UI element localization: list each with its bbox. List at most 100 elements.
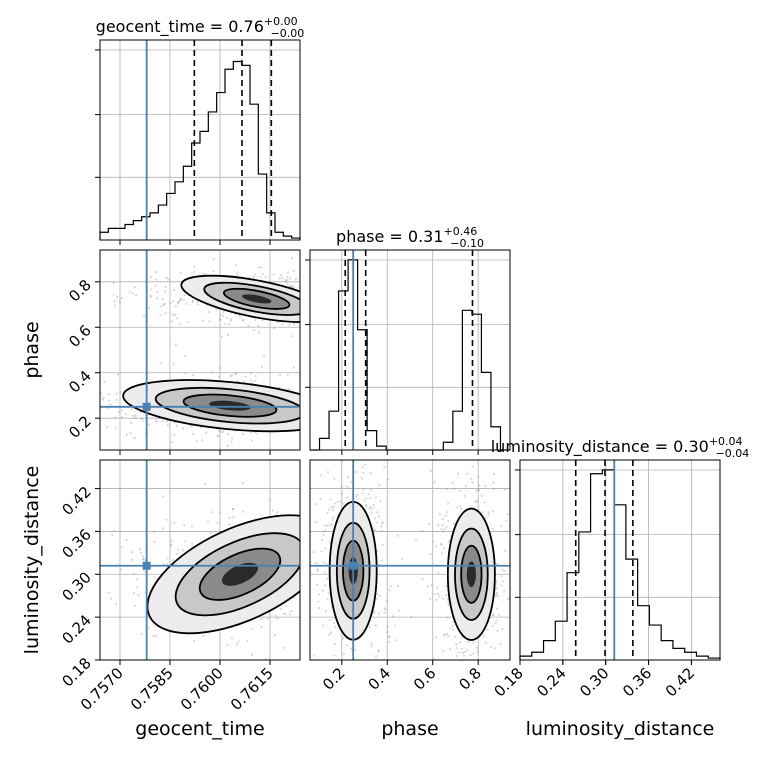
- sample-point: [445, 525, 448, 528]
- sample-point: [190, 525, 194, 528]
- sample-point: [306, 619, 308, 621]
- sample-point: [181, 549, 185, 552]
- sample-point: [179, 298, 183, 302]
- sample-point: [404, 567, 406, 569]
- sample-point: [386, 626, 389, 629]
- sample-point: [313, 554, 315, 556]
- sample-point: [303, 403, 305, 405]
- sample-point: [330, 312, 332, 314]
- sample-point: [161, 527, 165, 530]
- sample-point: [324, 524, 327, 527]
- sample-point: [335, 301, 337, 303]
- sample-point: [103, 380, 106, 384]
- sample-point: [266, 504, 268, 506]
- sample-point: [128, 290, 131, 293]
- sample-point: [303, 425, 305, 427]
- sample-point: [464, 485, 467, 488]
- sample-point: [311, 559, 313, 561]
- sample-point: [230, 440, 233, 443]
- sample-point: [269, 498, 272, 501]
- sample-point: [316, 568, 319, 571]
- sample-point: [244, 375, 247, 378]
- sample-point: [293, 286, 296, 289]
- sample-point: [204, 431, 208, 434]
- contour-line-0-0: [180, 274, 300, 323]
- sample-point: [444, 593, 448, 597]
- sample-point: [374, 655, 378, 658]
- sample-point: [315, 606, 317, 608]
- sample-point: [106, 407, 109, 410]
- sample-point: [279, 607, 283, 611]
- sample-point: [192, 639, 196, 642]
- sample-point: [58, 416, 60, 418]
- sample-point: [149, 295, 152, 299]
- sample-point: [377, 649, 380, 652]
- sample-point: [170, 539, 173, 542]
- sample-point: [108, 403, 112, 406]
- sample-point: [312, 389, 314, 391]
- sample-point: [433, 593, 436, 596]
- sample-point: [486, 628, 489, 631]
- sample-point: [318, 292, 320, 294]
- sample-point: [356, 423, 358, 425]
- sample-point: [387, 478, 390, 481]
- sample-point: [316, 583, 319, 586]
- sample-point: [324, 547, 327, 550]
- sample-point: [175, 424, 178, 427]
- sample-point: [357, 387, 359, 389]
- sample-point: [323, 315, 325, 317]
- sample-point: [331, 508, 335, 511]
- sample-point: [201, 272, 205, 275]
- sample-point: [385, 600, 388, 603]
- xtick-label-phase-0: 0.2: [319, 664, 349, 694]
- sample-point: [303, 312, 305, 314]
- sample-point: [325, 292, 327, 294]
- sample-point: [231, 508, 235, 511]
- sample-point: [262, 355, 266, 358]
- sample-point: [112, 529, 116, 532]
- sample-point: [118, 300, 122, 304]
- sample-point: [451, 669, 453, 671]
- sample-point: [383, 611, 386, 614]
- sample-point: [200, 461, 202, 463]
- title-phase: phase = 0.31+0.46 −0.10: [336, 225, 484, 250]
- xtick-label-luminosity_distance-2: 0.30: [576, 664, 612, 700]
- sample-point: [430, 584, 433, 587]
- sample-point: [467, 734, 469, 736]
- sample-point: [491, 527, 494, 531]
- sample-point: [463, 650, 466, 654]
- sample-point: [186, 321, 189, 324]
- sample-point: [496, 587, 499, 590]
- sample-point: [130, 558, 134, 561]
- sample-point: [438, 381, 440, 383]
- sample-point: [130, 407, 134, 411]
- sample-point: [348, 298, 350, 300]
- sample-point: [284, 279, 287, 282]
- sample-point: [460, 647, 464, 650]
- sample-point: [141, 555, 145, 558]
- sample-point: [442, 597, 445, 600]
- sample-point: [370, 511, 373, 514]
- sample-point: [323, 269, 325, 271]
- sample-point: [381, 379, 383, 381]
- sample-point: [159, 314, 162, 317]
- sample-point: [476, 650, 479, 654]
- sample-point: [320, 698, 322, 700]
- sample-point: [218, 429, 221, 432]
- title-upper-err-luminosity_distance: +0.04: [709, 435, 743, 448]
- sample-point: [142, 419, 145, 422]
- sample-point: [102, 396, 105, 399]
- sample-point: [221, 430, 225, 433]
- sample-point: [326, 470, 330, 474]
- sample-point: [458, 641, 462, 644]
- sample-point: [314, 555, 316, 557]
- sample-point: [347, 487, 351, 490]
- xaxis-label-phase: phase: [381, 718, 438, 740]
- sample-point: [446, 616, 449, 619]
- xtick-label-geocent_time-3: 0.7615: [227, 664, 277, 714]
- sample-point: [321, 409, 323, 411]
- samples-geocent_time-luminosity_distance: [107, 481, 406, 660]
- sample-point: [398, 609, 401, 612]
- contour-line-1-2: [460, 544, 483, 604]
- sample-point: [148, 423, 151, 426]
